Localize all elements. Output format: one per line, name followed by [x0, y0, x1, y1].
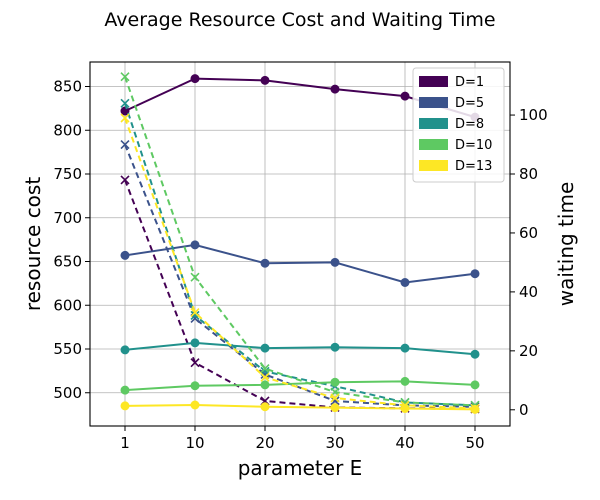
legend-entry: D=8 — [455, 117, 484, 132]
y-right-tick-label: 0 — [519, 401, 529, 419]
y-right-tick-label: 20 — [519, 342, 538, 360]
resource-cost-line — [124, 403, 476, 411]
waiting-time-point — [190, 310, 200, 321]
legend-swatch — [419, 139, 448, 150]
waiting-time-line — [124, 117, 476, 410]
legend-swatch — [419, 97, 448, 108]
y-left-tick-label: 850 — [53, 78, 82, 96]
waiting-time-point — [330, 396, 340, 406]
resource-cost-point — [400, 278, 410, 287]
resource-cost-point — [470, 380, 480, 390]
waiting-time-point — [190, 272, 200, 282]
waiting-time-point — [120, 72, 130, 82]
resource-cost-point — [470, 269, 480, 279]
y-left-tick-label: 750 — [53, 165, 82, 183]
resource-cost-point — [190, 400, 200, 410]
resource-cost-point — [260, 380, 270, 390]
waiting-time-point — [120, 139, 130, 150]
resource-cost-point — [260, 75, 270, 85]
legend-entry: D=13 — [455, 159, 492, 174]
y-left-tick-label: 700 — [53, 209, 82, 227]
legend-swatch — [419, 76, 448, 87]
waiting-time-point — [330, 393, 340, 403]
resource-cost-point — [330, 84, 340, 94]
resource-cost-point — [120, 250, 130, 260]
waiting-time-point — [190, 307, 200, 318]
resource-cost-point — [400, 343, 410, 353]
x-tick-label: 20 — [255, 434, 274, 452]
x-tick-label: 1 — [120, 434, 130, 452]
resource-cost-line — [124, 380, 476, 392]
legend: D=1 D=5 D=8 D=10 D=13 — [412, 67, 505, 183]
resource-cost-point — [190, 74, 200, 84]
chart-title: Average Resource Cost and Waiting Time — [104, 9, 495, 31]
y-right-tick-label: 60 — [519, 224, 538, 242]
resource-cost-point — [190, 240, 200, 250]
resource-cost-line — [124, 341, 476, 356]
x-tick-label: 30 — [325, 434, 344, 452]
resource-cost-point — [120, 401, 130, 411]
y-left-tick-label: 550 — [53, 340, 82, 358]
waiting-time-line — [124, 179, 476, 410]
resource-cost-line — [124, 243, 476, 284]
x-axis-label: parameter E — [238, 456, 363, 480]
y-right-tick-label: 40 — [519, 283, 538, 301]
waiting-time-point — [260, 372, 270, 382]
resource-cost-point — [120, 345, 130, 355]
resource-cost-point — [330, 342, 340, 352]
series-layer — [120, 72, 480, 414]
waiting-time-line — [124, 144, 476, 408]
resource-cost-point — [470, 349, 480, 359]
waiting-time-point — [190, 358, 200, 368]
y-axis-right: 0 20 40 60 80 100 — [510, 106, 548, 419]
waiting-time-point — [260, 363, 270, 374]
y-right-tick-label: 80 — [519, 165, 538, 183]
x-tick-label: 40 — [395, 434, 414, 452]
resource-cost-point — [120, 385, 130, 395]
legend-swatch — [419, 160, 448, 171]
waiting-time-line — [124, 76, 476, 407]
legend-box — [412, 67, 505, 183]
waiting-time-point — [120, 113, 130, 123]
y-right-tick-label: 100 — [519, 106, 548, 124]
legend-entry: D=5 — [455, 96, 484, 111]
y-left-tick-label: 500 — [53, 384, 82, 402]
x-tick-label: 10 — [185, 434, 204, 452]
x-axis: 1 10 20 30 40 50 — [120, 426, 485, 452]
resource-cost-point — [330, 257, 340, 267]
legend-entry: D=10 — [455, 138, 492, 153]
legend-entry: D=1 — [455, 75, 484, 90]
legend-swatch — [419, 118, 448, 129]
y-axis-left-label: resource cost — [21, 177, 45, 312]
y-left-tick-label: 650 — [53, 253, 82, 271]
y-left-tick-label: 800 — [53, 121, 82, 139]
series-d-13 — [120, 113, 480, 414]
resource-cost-point — [400, 376, 410, 386]
y-axis-left: 500 550 600 650 700 750 800 850 — [53, 78, 90, 402]
resource-cost-point — [400, 404, 410, 413]
waiting-time-point — [400, 400, 410, 410]
waiting-time-point — [470, 403, 480, 413]
resource-cost-point — [260, 402, 270, 412]
resource-cost-point — [330, 377, 340, 387]
y-axis-right-label: waiting time — [554, 182, 578, 306]
resource-cost-point — [330, 403, 340, 413]
waiting-time-point — [120, 175, 130, 185]
resource-cost-point — [260, 258, 270, 268]
resource-cost-point — [400, 91, 410, 101]
resource-cost-point — [260, 343, 270, 353]
x-tick-label: 50 — [465, 434, 484, 452]
resource-cost-point — [190, 381, 200, 391]
y-left-tick-label: 600 — [53, 296, 82, 314]
plot-frame — [89, 61, 511, 427]
waiting-time-point — [120, 98, 130, 108]
resource-cost-point — [190, 338, 200, 348]
